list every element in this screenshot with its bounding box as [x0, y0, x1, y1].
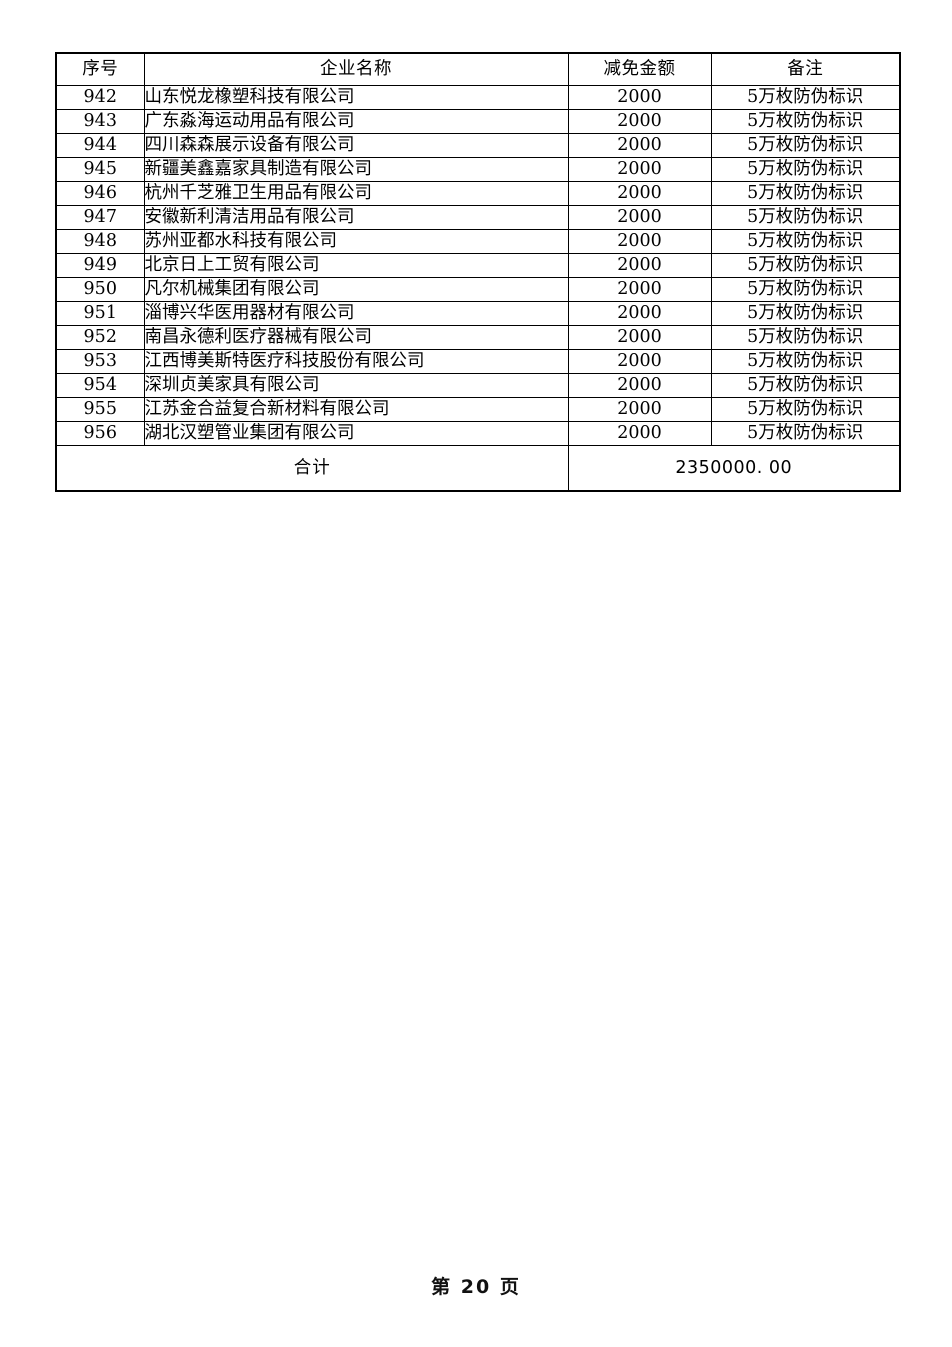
cell-seq: 956: [55, 421, 145, 446]
table-row: 954 深圳贞美家具有限公司 2000 5万枚防伪标识: [55, 373, 901, 398]
table-row: 942 山东悦龙橡塑科技有限公司 2000 5万枚防伪标识: [55, 85, 901, 110]
cell-amount: 2000: [567, 85, 712, 110]
cell-name: 四川森森展示设备有限公司: [143, 133, 569, 158]
cell-seq: 944: [55, 133, 145, 158]
cell-amount: 2000: [567, 421, 712, 446]
cell-name: 广东淼海运动用品有限公司: [143, 109, 569, 134]
cell-amount: 2000: [567, 397, 712, 422]
cell-seq: 949: [55, 253, 145, 278]
cell-seq: 945: [55, 157, 145, 182]
reduction-table: 序号 企业名称 减免金额 备注 942 山东悦龙橡塑科技有限公司 2000 5万枚防伪…: [55, 52, 901, 492]
table-row: 953 江西博美斯特医疗科技股份有限公司 2000 5万枚防伪标识: [55, 349, 901, 374]
cell-seq: 947: [55, 205, 145, 230]
cell-seq: 946: [55, 181, 145, 206]
cell-amount: 2000: [567, 157, 712, 182]
cell-seq: 952: [55, 325, 145, 350]
cell-seq: 954: [55, 373, 145, 398]
cell-remark: 5万枚防伪标识: [710, 85, 901, 110]
cell-name: 江苏金合益复合新材料有限公司: [143, 397, 569, 422]
reduction-table-container: 序号 企业名称 减免金额 备注 942 山东悦龙橡塑科技有限公司 2000 5万枚防伪…: [55, 52, 901, 492]
table-row: 948 苏州亚都水科技有限公司 2000 5万枚防伪标识: [55, 229, 901, 254]
table-row: 946 杭州千芝雅卫生用品有限公司 2000 5万枚防伪标识: [55, 181, 901, 206]
cell-amount: 2000: [567, 133, 712, 158]
cell-remark: 5万枚防伪标识: [710, 229, 901, 254]
cell-amount: 2000: [567, 301, 712, 326]
cell-name: 新疆美鑫嘉家具制造有限公司: [143, 157, 569, 182]
cell-remark: 5万枚防伪标识: [710, 277, 901, 302]
cell-seq: 953: [55, 349, 145, 374]
cell-remark: 5万枚防伪标识: [710, 205, 901, 230]
cell-remark: 5万枚防伪标识: [710, 421, 901, 446]
cell-remark: 5万枚防伪标识: [710, 325, 901, 350]
cell-amount: 2000: [567, 373, 712, 398]
cell-remark: 5万枚防伪标识: [710, 109, 901, 134]
table-header: 序号 企业名称 减免金额 备注: [55, 52, 901, 86]
cell-amount: 2000: [567, 325, 712, 350]
total-label: 合计: [55, 445, 569, 492]
cell-seq: 948: [55, 229, 145, 254]
cell-amount: 2000: [567, 277, 712, 302]
table-row: 955 江苏金合益复合新材料有限公司 2000 5万枚防伪标识: [55, 397, 901, 422]
table-header-row: 序号 企业名称 减免金额 备注: [55, 52, 901, 86]
cell-seq: 955: [55, 397, 145, 422]
cell-name: 江西博美斯特医疗科技股份有限公司: [143, 349, 569, 374]
cell-name: 凡尔机械集团有限公司: [143, 277, 569, 302]
cell-remark: 5万枚防伪标识: [710, 133, 901, 158]
table-row: 945 新疆美鑫嘉家具制造有限公司 2000 5万枚防伪标识: [55, 157, 901, 182]
cell-name: 安徽新利清洁用品有限公司: [143, 205, 569, 230]
cell-name: 湖北汉塑管业集团有限公司: [143, 421, 569, 446]
cell-remark: 5万枚防伪标识: [710, 397, 901, 422]
column-header-amount: 减免金额: [567, 52, 712, 86]
cell-name: 北京日上工贸有限公司: [143, 253, 569, 278]
table-row: 947 安徽新利清洁用品有限公司 2000 5万枚防伪标识: [55, 205, 901, 230]
cell-name: 深圳贞美家具有限公司: [143, 373, 569, 398]
table-total-row: 合计 2350000. 00: [55, 445, 901, 492]
total-value: 2350000. 00: [567, 445, 901, 492]
table-row: 956 湖北汉塑管业集团有限公司 2000 5万枚防伪标识: [55, 421, 901, 446]
table-row: 944 四川森森展示设备有限公司 2000 5万枚防伪标识: [55, 133, 901, 158]
cell-seq: 942: [55, 85, 145, 110]
cell-name: 南昌永德利医疗器械有限公司: [143, 325, 569, 350]
cell-name: 山东悦龙橡塑科技有限公司: [143, 85, 569, 110]
cell-name: 淄博兴华医用器材有限公司: [143, 301, 569, 326]
cell-remark: 5万枚防伪标识: [710, 181, 901, 206]
column-header-name: 企业名称: [143, 52, 569, 86]
cell-amount: 2000: [567, 205, 712, 230]
cell-amount: 2000: [567, 253, 712, 278]
cell-seq: 943: [55, 109, 145, 134]
cell-remark: 5万枚防伪标识: [710, 157, 901, 182]
cell-seq: 950: [55, 277, 145, 302]
cell-remark: 5万枚防伪标识: [710, 301, 901, 326]
table-row: 952 南昌永德利医疗器械有限公司 2000 5万枚防伪标识: [55, 325, 901, 350]
cell-remark: 5万枚防伪标识: [710, 253, 901, 278]
cell-seq: 951: [55, 301, 145, 326]
table-row: 943 广东淼海运动用品有限公司 2000 5万枚防伪标识: [55, 109, 901, 134]
table-row: 950 凡尔机械集团有限公司 2000 5万枚防伪标识: [55, 277, 901, 302]
column-header-remark: 备注: [710, 52, 901, 86]
cell-amount: 2000: [567, 349, 712, 374]
cell-remark: 5万枚防伪标识: [710, 349, 901, 374]
page-number-footer: 第 20 页: [431, 1276, 521, 1298]
cell-amount: 2000: [567, 229, 712, 254]
cell-name: 苏州亚都水科技有限公司: [143, 229, 569, 254]
table-body: 942 山东悦龙橡塑科技有限公司 2000 5万枚防伪标识 943 广东淼海运动用品有限公…: [55, 85, 901, 492]
cell-remark: 5万枚防伪标识: [710, 373, 901, 398]
table-row: 951 淄博兴华医用器材有限公司 2000 5万枚防伪标识: [55, 301, 901, 326]
column-header-seq: 序号: [55, 52, 145, 86]
cell-name: 杭州千芝雅卫生用品有限公司: [143, 181, 569, 206]
cell-amount: 2000: [567, 109, 712, 134]
table-row: 949 北京日上工贸有限公司 2000 5万枚防伪标识: [55, 253, 901, 278]
cell-amount: 2000: [567, 181, 712, 206]
